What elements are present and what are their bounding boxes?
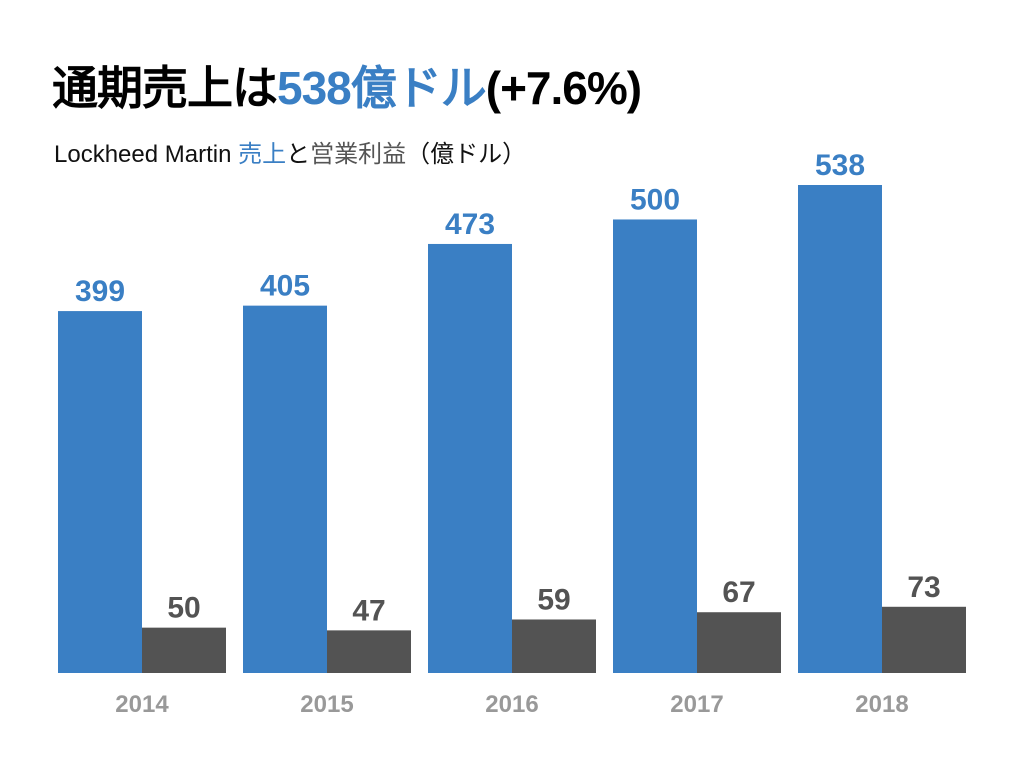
bar-profit-2018 xyxy=(882,606,966,673)
bar-sales-2015 xyxy=(243,305,327,673)
data-label-profit-2014: 50 xyxy=(167,592,200,625)
data-label-profit-2017: 67 xyxy=(722,576,755,609)
data-label-sales-2014: 399 xyxy=(75,275,125,308)
title-suffix: (+7.6%) xyxy=(485,62,642,114)
subtitle-conj: と xyxy=(286,141,311,168)
bar-profit-2014 xyxy=(142,627,226,673)
bar-profit-2017 xyxy=(697,612,781,673)
x-tick-label-2018: 2018 xyxy=(855,691,908,718)
legend-sales: 売上 xyxy=(238,141,287,168)
data-label-profit-2018: 73 xyxy=(907,571,940,604)
data-label-sales-2018: 538 xyxy=(815,149,865,182)
data-label-sales-2016: 473 xyxy=(445,208,495,241)
legend-profit: 営業利益 xyxy=(310,141,407,168)
x-tick-label-2017: 2017 xyxy=(670,691,723,718)
subtitle-unit: （億ドル） xyxy=(406,141,527,168)
data-label-profit-2015: 47 xyxy=(352,594,385,627)
data-label-sales-2015: 405 xyxy=(260,270,310,303)
bar-sales-2016 xyxy=(428,243,512,673)
data-label-profit-2016: 59 xyxy=(537,583,570,616)
x-tick-label-2016: 2016 xyxy=(485,691,538,718)
x-tick-label-2015: 2015 xyxy=(300,691,353,718)
data-label-sales-2017: 500 xyxy=(630,183,680,216)
subtitle-company: Lockheed Martin xyxy=(54,141,239,168)
bar-sales-2017 xyxy=(613,219,697,674)
bar-sales-2014 xyxy=(58,311,142,673)
chart-subtitle: Lockheed Martin 売上と営業利益（億ドル） xyxy=(54,134,526,169)
title-prefix: 通期売上は xyxy=(52,62,278,114)
bar-profit-2015 xyxy=(327,630,411,673)
page-title: 通期売上は538億ドル(+7.6%) xyxy=(52,52,642,118)
title-highlight: 538億ドル xyxy=(277,62,487,114)
bar-sales-2018 xyxy=(798,185,882,673)
bar-profit-2016 xyxy=(512,619,596,673)
x-tick-label-2014: 2014 xyxy=(115,691,169,718)
